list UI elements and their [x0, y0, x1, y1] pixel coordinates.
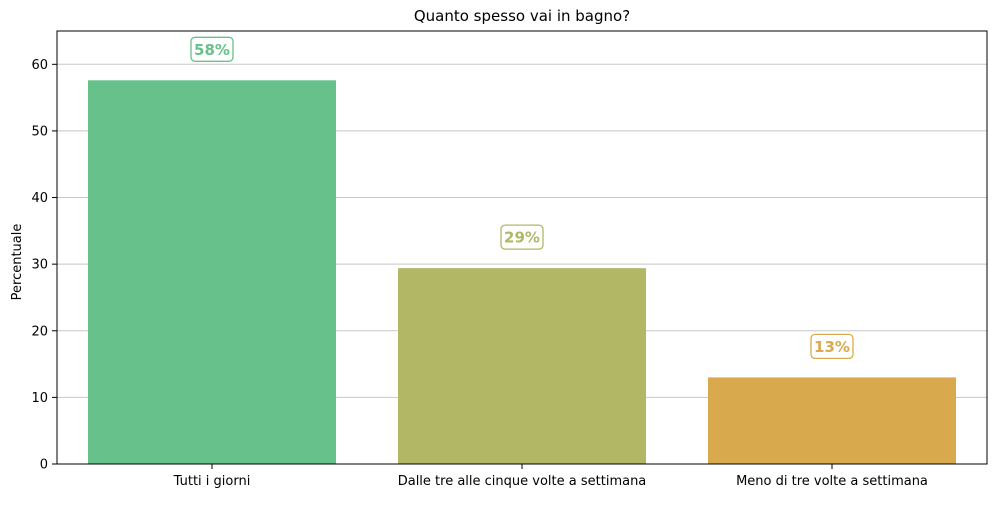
y-tick-label: 60: [31, 58, 48, 73]
plot-frame: [56, 30, 988, 465]
y-tick-label: 10: [31, 391, 48, 406]
data-label-group: 58%: [190, 36, 234, 62]
data-label-box: [190, 36, 234, 62]
data-label: 29%: [504, 229, 540, 247]
data-label-box: [500, 224, 544, 250]
y-tick-label: 0: [40, 458, 48, 473]
y-tick-label: 30: [31, 258, 48, 273]
chart-title: Quanto spesso vai in bagno?: [414, 7, 630, 25]
x-tick-label: Tutti i giorni: [173, 474, 251, 489]
x-tick-label: Meno di tre volte a settimana: [736, 474, 928, 489]
bar: [708, 377, 956, 464]
data-label: 58%: [194, 41, 230, 59]
data-label-group: 29%: [500, 224, 544, 250]
y-tick-label: 40: [31, 191, 48, 206]
data-label-box: [810, 333, 854, 360]
bar: [398, 268, 646, 464]
y-tick-label: 20: [31, 324, 48, 339]
data-label-group: 13%: [810, 333, 854, 360]
bar: [88, 80, 336, 465]
y-tick-label: 50: [31, 124, 48, 139]
x-tick-label: Dalle tre alle cinque volte a settimana: [398, 474, 647, 489]
y-axis-label: Percentuale: [10, 224, 25, 301]
data-label: 13%: [814, 338, 850, 356]
